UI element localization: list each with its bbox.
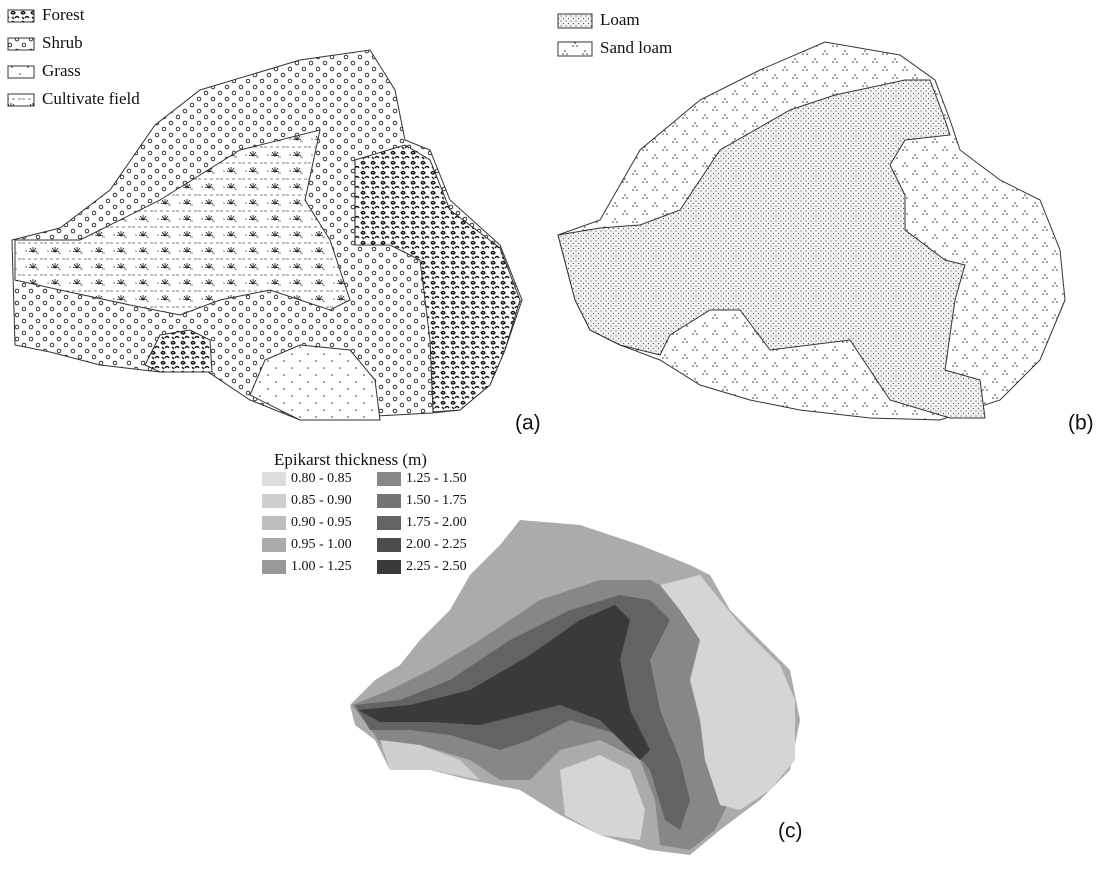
legend-swatch — [377, 538, 401, 552]
legend-swatch — [377, 472, 401, 486]
legend-title: Epikarst thickness (m) — [274, 450, 427, 469]
legend-label: 2.25 - 2.50 — [406, 559, 467, 574]
legend-a: Forest Shrub Grass Cultivate field — [8, 5, 140, 108]
legend-label: Shrub — [42, 33, 83, 52]
legend-swatch — [262, 538, 286, 552]
legend-swatch — [262, 472, 286, 486]
map-b — [558, 42, 1065, 420]
legend-swatch — [262, 494, 286, 508]
legend-swatch — [262, 516, 286, 530]
legend-label: 0.95 - 1.00 — [291, 537, 352, 552]
legend-label: Grass — [42, 61, 81, 80]
legend-label: Loam — [600, 10, 640, 29]
legend-label: Sand loam — [600, 38, 672, 57]
legend-swatch — [377, 560, 401, 574]
figure: Forest Shrub Grass Cultivate field (a) L… — [0, 0, 1100, 875]
panel-label: (b) — [1068, 412, 1094, 435]
legend-c: 0.80 - 0.85 0.85 - 0.90 0.90 - 0.95 0.95 - … — [262, 471, 467, 574]
legend-label: 2.00 - 2.25 — [406, 537, 467, 552]
legend-swatch — [377, 516, 401, 530]
legend-b: Loam Sand loam — [558, 10, 672, 57]
legend-label: 1.75 - 2.00 — [406, 515, 467, 530]
legend-label: Cultivate field — [42, 89, 140, 108]
legend-swatch — [262, 560, 286, 574]
legend-label: 0.85 - 0.90 — [291, 493, 352, 508]
legend-label: 1.00 - 1.25 — [291, 559, 352, 574]
panel-label: (a) — [515, 412, 541, 435]
legend-swatch — [377, 494, 401, 508]
legend-label: 1.25 - 1.50 — [406, 471, 467, 486]
legend-label: Forest — [42, 5, 85, 24]
legend-label: 0.80 - 0.85 — [291, 471, 352, 486]
legend-label: 0.90 - 0.95 — [291, 515, 352, 530]
panel-label: (c) — [778, 820, 803, 843]
legend-label: 1.50 - 1.75 — [406, 493, 467, 508]
